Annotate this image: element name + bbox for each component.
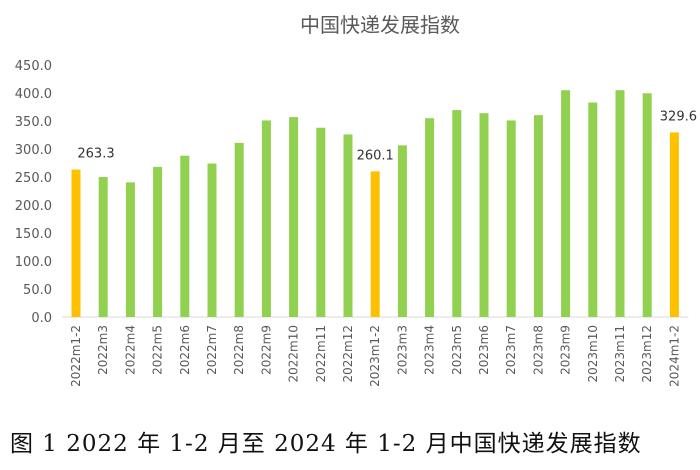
bar-2022m11 (316, 127, 326, 317)
y-tick-label: 450.0 (15, 59, 52, 74)
y-tick-label: 150.0 (15, 227, 52, 242)
bar-2022m10 (289, 117, 299, 317)
data-label: 329.6 (660, 109, 697, 124)
x-tick-label: 2023m10 (586, 325, 600, 383)
bar-2022m5 (153, 166, 163, 317)
bar-2022m9 (261, 120, 271, 317)
figure-caption: 图 1 2022 年 1-2 月至 2024 年 1-2 月中国快递发展指数 (10, 431, 642, 457)
x-tick-label: 2022m1-2 (69, 325, 83, 387)
x-tick-label: 2022m9 (259, 325, 273, 375)
bar-2022m3 (98, 177, 108, 317)
bar-2022m7 (207, 163, 217, 317)
bar-2023m7 (506, 120, 516, 317)
y-tick-label: 400.0 (15, 87, 52, 102)
y-tick-label: 300.0 (15, 143, 52, 158)
data-label: 263.3 (77, 147, 114, 162)
x-tick-label: 2022m6 (178, 325, 192, 375)
x-tick-label: 2022m5 (151, 325, 165, 375)
bar-2024m1-2 (669, 132, 679, 317)
x-tick-label: 2022m10 (287, 325, 301, 383)
bar-2023m3 (397, 145, 407, 317)
bar-2023m4 (425, 118, 435, 317)
x-tick-label: 2023m7 (504, 325, 518, 375)
chart-title: 中国快递发展指数 (300, 13, 460, 37)
x-tick-label: 2023m12 (640, 325, 654, 383)
y-tick-label: 0.0 (31, 311, 52, 326)
x-tick-label: 2023m6 (477, 325, 491, 375)
bar-2022m1-2 (71, 169, 81, 317)
y-tick-label: 200.0 (15, 199, 52, 214)
y-tick-label: 250.0 (15, 171, 52, 186)
x-tick-label: 2023m4 (423, 325, 437, 375)
bar-2023m5 (452, 110, 462, 317)
x-tick-label: 2023m5 (450, 325, 464, 375)
data-label: 260.1 (357, 148, 394, 163)
x-tick-label: 2022m12 (341, 325, 355, 383)
y-tick-label: 350.0 (15, 115, 52, 130)
x-tick-label: 2023m3 (395, 325, 409, 375)
bar-2023m1-2 (370, 171, 380, 317)
y-tick-label: 50.0 (23, 283, 52, 298)
x-tick-label: 2023m1-2 (368, 325, 382, 387)
bar-2022m12 (343, 134, 353, 317)
bar-2023m9 (561, 90, 571, 317)
x-tick-label: 2024m1-2 (667, 325, 681, 387)
x-tick-label: 2022m11 (314, 325, 328, 383)
bar-2023m6 (479, 113, 489, 317)
bar-2022m4 (125, 182, 135, 317)
x-tick-label: 2022m3 (96, 325, 110, 375)
x-tick-label: 2022m7 (205, 325, 219, 375)
bar-chart: 中国快递发展指数 0.0 50.0 100.0 150.0 200.0 250.0 300.… (15, 13, 697, 387)
x-tick-label: 2023m8 (531, 325, 545, 375)
x-tick-label: 2023m9 (559, 325, 573, 375)
bar-2022m8 (234, 142, 244, 317)
bar-2022m6 (180, 155, 190, 317)
bar-2023m8 (533, 115, 543, 318)
bar-2023m11 (615, 90, 625, 317)
bar-2023m12 (642, 93, 652, 317)
x-tick-label: 2023m11 (613, 325, 627, 383)
bar-2023m10 (588, 102, 598, 318)
x-tick-label: 2022m8 (232, 325, 246, 375)
x-tick-label: 2022m4 (123, 325, 137, 375)
y-tick-label: 100.0 (15, 255, 52, 270)
